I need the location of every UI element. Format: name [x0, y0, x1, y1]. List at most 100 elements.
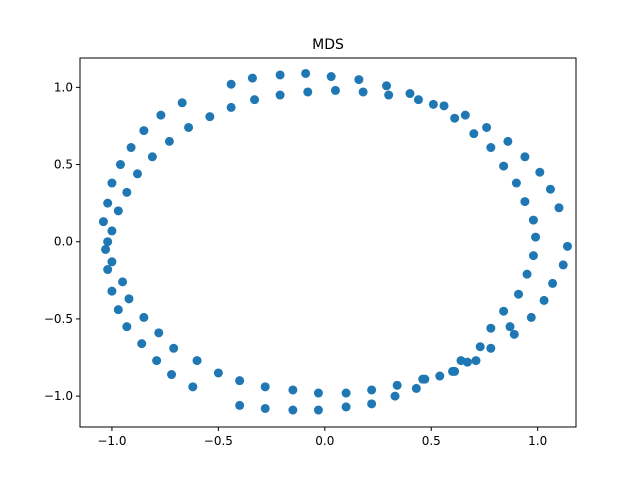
data-point: [235, 400, 245, 410]
data-point: [260, 382, 270, 392]
data-point: [499, 306, 509, 316]
y-tick-label: −1.0: [44, 389, 73, 403]
data-point: [499, 161, 509, 171]
data-point: [469, 129, 479, 139]
x-tick-label: −1.0: [97, 434, 126, 448]
y-tick-label: −0.5: [44, 312, 73, 326]
data-point: [486, 323, 496, 333]
data-point: [526, 312, 536, 322]
data-point: [122, 322, 132, 332]
data-point: [122, 187, 132, 197]
data-point: [392, 380, 402, 390]
data-point: [450, 366, 460, 376]
data-point: [545, 184, 555, 194]
x-axis: −1.0 −0.5 0.0 0.5 1.0: [97, 427, 547, 448]
data-point: [303, 87, 313, 97]
data-point: [341, 402, 351, 412]
data-point: [177, 98, 187, 108]
data-points: [98, 68, 572, 415]
data-point: [113, 206, 123, 216]
data-point: [301, 68, 311, 78]
data-point: [205, 112, 215, 122]
data-point: [456, 356, 466, 366]
data-point: [184, 122, 194, 132]
data-point: [528, 251, 538, 261]
data-point: [486, 343, 496, 353]
data-point: [137, 339, 147, 349]
data-point: [169, 343, 179, 353]
data-point: [213, 368, 223, 378]
data-point: [330, 85, 340, 95]
x-tick-label: 0.0: [315, 434, 334, 448]
data-point: [288, 385, 298, 395]
data-point: [341, 388, 351, 398]
data-point: [548, 278, 558, 288]
data-point: [382, 81, 392, 91]
data-point: [390, 391, 400, 401]
data-point: [118, 277, 128, 287]
y-tick-label: 0.0: [54, 235, 73, 249]
data-point: [164, 136, 174, 146]
data-point: [326, 72, 336, 82]
data-point: [139, 312, 149, 322]
data-point: [247, 73, 257, 83]
data-point: [486, 143, 496, 153]
data-point: [358, 87, 368, 97]
data-point: [226, 102, 236, 112]
data-point: [313, 388, 323, 398]
x-tick-label: 1.0: [528, 434, 547, 448]
data-point: [535, 167, 545, 177]
data-point: [275, 90, 285, 100]
data-point: [367, 385, 377, 395]
data-point: [107, 226, 117, 236]
data-point: [152, 356, 162, 366]
data-point: [115, 160, 125, 170]
data-point: [418, 374, 428, 384]
data-point: [113, 305, 123, 315]
data-point: [413, 95, 423, 105]
data-point: [260, 403, 270, 413]
data-point: [428, 99, 438, 109]
data-point: [509, 329, 519, 339]
data-point: [147, 152, 157, 162]
data-point: [226, 79, 236, 89]
data-point: [192, 356, 202, 366]
data-point: [250, 95, 260, 105]
data-point: [124, 294, 134, 304]
data-point: [132, 169, 142, 179]
data-point: [531, 232, 541, 242]
data-point: [98, 217, 108, 227]
data-point: [435, 371, 445, 381]
data-point: [107, 178, 117, 188]
data-point: [384, 90, 394, 100]
data-point: [554, 203, 564, 213]
data-point: [503, 136, 513, 146]
data-point: [482, 122, 492, 132]
chart-title: MDS: [312, 37, 344, 53]
data-point: [539, 295, 549, 305]
data-point: [288, 405, 298, 415]
data-point: [505, 322, 515, 332]
data-point: [139, 126, 149, 136]
data-point: [235, 376, 245, 386]
data-point: [107, 257, 117, 267]
data-point: [558, 260, 568, 270]
data-point: [511, 178, 521, 188]
data-point: [313, 405, 323, 415]
data-point: [354, 75, 364, 85]
data-point: [126, 143, 136, 153]
y-tick-label: 1.0: [54, 80, 73, 94]
data-point: [154, 328, 164, 338]
data-point: [103, 198, 113, 208]
data-point: [439, 101, 449, 111]
data-point: [562, 241, 572, 251]
data-point: [275, 70, 285, 80]
data-point: [514, 289, 524, 299]
data-point: [103, 265, 113, 275]
y-axis: −1.0 −0.5 0.0 0.5 1.0: [44, 80, 80, 403]
data-point: [367, 399, 377, 409]
data-point: [101, 244, 111, 254]
data-point: [520, 152, 530, 162]
y-tick-label: 0.5: [54, 158, 73, 172]
